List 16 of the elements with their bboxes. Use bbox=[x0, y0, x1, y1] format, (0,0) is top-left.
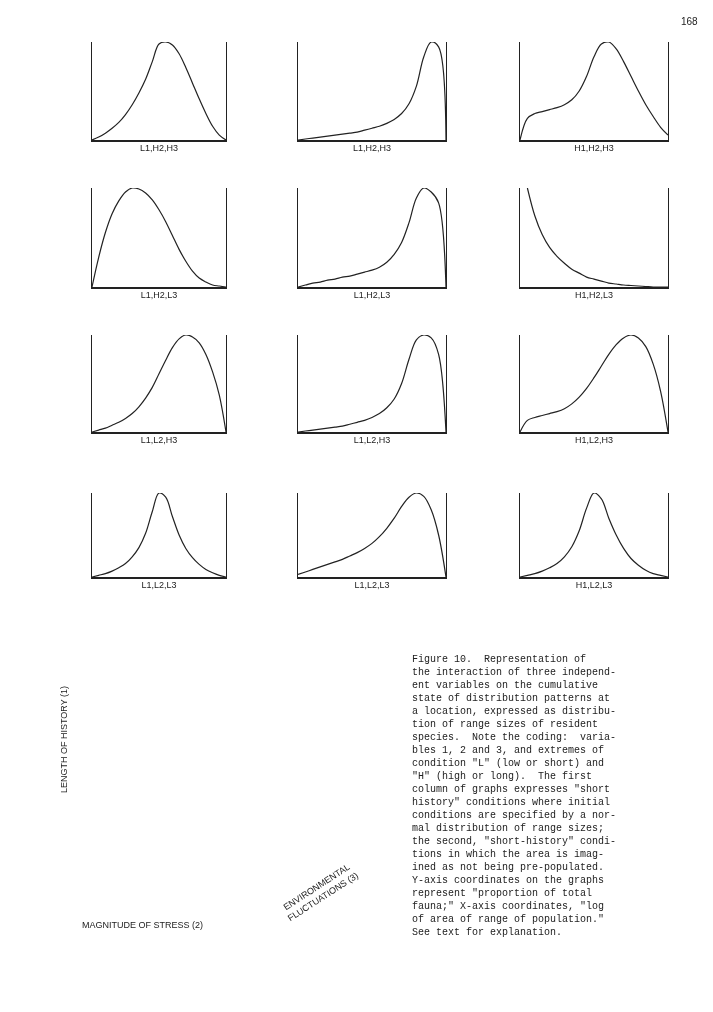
x-axis-title: L1,H2,L3 bbox=[140, 290, 178, 301]
x-axis-title: H1,L2,H3 bbox=[574, 435, 614, 446]
text: Figure 10. Representation of the interaction of three independ- ent variables on the cumulative state of distribution patterns at a location, expressed as distribu- tion of range sizes of resident species. Note the coding: varia- bles 1, 2 and 3, and extremes of condition "L" (low or short) and "H" (high or long). The first column of graphs expresses "short history" conditions where initial conditions are specified by a nor- mal distribution of range sizes; the second, "short-history" condi- tions in which the area is imag- ined as not being pre-populated. Y-axis coordinates on the graphs represent "proportion of total fauna;" X-axis coordinates, "log of area of range of population." See text for explanation. bbox=[412, 654, 617, 938]
x-axis-title: L1,L2,H3 bbox=[140, 435, 178, 446]
x-axis-title: L1,H2,H3 bbox=[352, 143, 392, 154]
x-axis-title: L1,L2,L3 bbox=[141, 580, 177, 591]
x-axis-title: H1,H2,L3 bbox=[574, 290, 614, 301]
x-axis-title: L1,H2,L3 bbox=[353, 290, 391, 301]
x-axis-title: H1,H2,H3 bbox=[574, 143, 614, 154]
x-axis-title: L1,L2,L3 bbox=[354, 580, 390, 591]
text: MAGNITUDE OF STRESS (2) bbox=[82, 920, 204, 930]
text: LENGTH OF HISTORY (1) bbox=[59, 685, 69, 793]
text: 168 bbox=[681, 16, 699, 27]
x-axis-title: L1,L2,H3 bbox=[353, 435, 391, 446]
x-axis-title: L1,H2,H3 bbox=[139, 143, 179, 154]
x-axis-title: H1,L2,L3 bbox=[575, 580, 613, 591]
